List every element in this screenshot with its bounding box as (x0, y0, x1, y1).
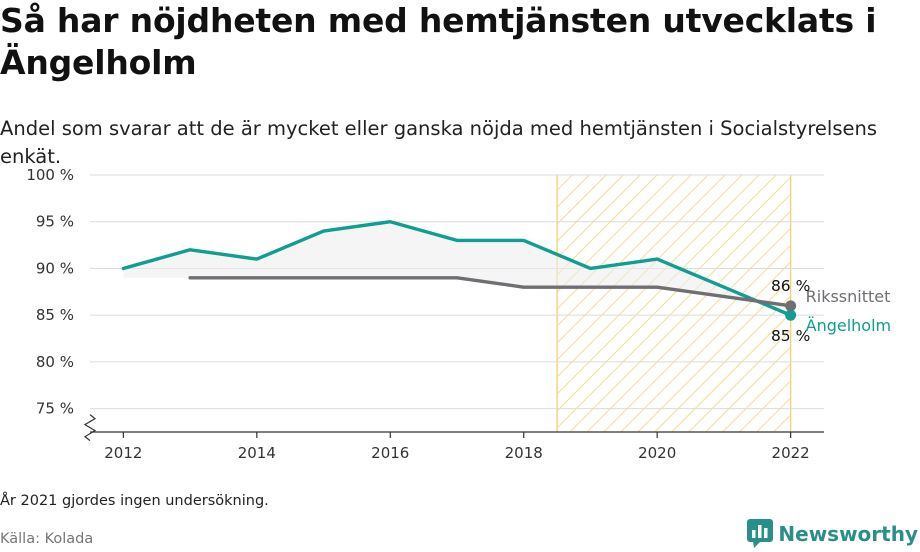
series-name-label: Ängelholm (806, 316, 892, 335)
x-tick-label: 2014 (238, 444, 276, 462)
series-line-rikssnittet (188, 276, 793, 308)
series-name-label: Rikssnittet (806, 287, 891, 306)
y-tick-label: 90 % (36, 259, 74, 277)
y-tick-label: 95 % (36, 213, 74, 231)
newsworthy-logo-icon (747, 519, 774, 548)
y-tick-label: 80 % (36, 353, 74, 371)
series-end-point (785, 300, 797, 312)
brand: Newsworthy (747, 519, 918, 549)
y-tick-label: 85 % (36, 306, 74, 324)
x-tick-label: 2020 (638, 444, 676, 462)
chart-footnote: År 2021 gjordes ingen undersökning. (0, 493, 269, 509)
chart-subtitle: Andel som svarar att de är mycket eller … (0, 117, 878, 168)
x-tick-label: 2016 (371, 444, 409, 462)
highlight-period (557, 175, 791, 432)
data-label: 85 % (771, 327, 810, 345)
y-tick-label: 75 % (36, 400, 74, 418)
chart-source: Källa: Kolada (0, 531, 94, 547)
brand-name: Newsworthy (778, 522, 918, 546)
x-tick-label: 2022 (772, 444, 810, 462)
y-tick-label: 100 % (26, 166, 74, 184)
axis-break-icon (83, 414, 97, 442)
chart-title: Så har nöjdheten med hemtjänsten utveckl… (0, 1, 877, 82)
line-chart: 75 % 80 % 85 % 90 % 95 % 100 % 2012 2014 2016 201… (26, 166, 892, 462)
data-label: 86 % (771, 277, 810, 295)
x-tick-label: 2012 (104, 444, 142, 462)
x-tick-label: 2018 (505, 444, 543, 462)
series-line-angelholm (121, 220, 793, 317)
series-end-point (785, 309, 797, 321)
